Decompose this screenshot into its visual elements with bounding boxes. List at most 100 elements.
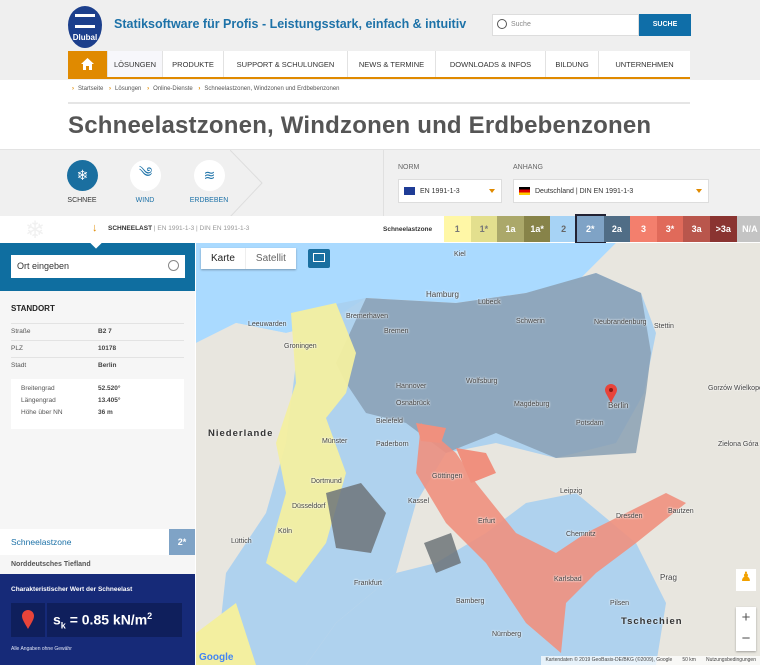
anhang-label: ANHANG <box>513 164 543 171</box>
zone-9[interactable]: 3a <box>683 216 710 242</box>
scale-bar[interactable]: 50 km <box>682 657 696 663</box>
field-value: Berlin <box>98 362 117 369</box>
nav-support[interactable]: SUPPORT & SCHULUNGEN <box>223 51 347 77</box>
terms-link[interactable]: Nutzungsbedingungen <box>705 657 756 663</box>
zone-result-label: Schneelastzone <box>11 537 72 547</box>
city-label: Neubrandenburg <box>594 319 647 326</box>
result-exponent: 2 <box>147 611 153 621</box>
zone-1-south <box>196 603 256 665</box>
city-label: Potsdam <box>576 420 604 427</box>
snow-load-result: Charakteristischer Wert der Schneelast s… <box>0 574 195 665</box>
norm-select[interactable]: EN 1991-1-3 <box>398 179 502 203</box>
country-label: Niederlande <box>208 428 274 439</box>
map-type-karte[interactable]: Karte <box>211 253 235 264</box>
city-label: Hamburg <box>426 290 459 299</box>
map[interactable]: Karte Satellit Kiel Lübeck Hamburg Schwerin… <box>196 243 760 665</box>
result-number: = 0.85 kN/m <box>69 611 148 628</box>
dlubal-logo[interactable]: Dlubal <box>68 6 102 48</box>
zone-5[interactable]: 2* <box>574 214 606 244</box>
coord-value: 52.520° <box>98 385 121 392</box>
zone-legend-label: Schneelastzone <box>383 226 433 233</box>
zone-2a-area <box>424 533 461 573</box>
field-stadt: Stadt Berlin <box>11 357 184 374</box>
nav-loesungen[interactable]: LÖSUNGEN <box>107 51 162 77</box>
search-input[interactable]: Suche <box>492 14 639 36</box>
coords-box: Breitengrad 52.520° Längengrad 13.405° Höh… <box>11 379 184 429</box>
chevron-down-icon <box>489 189 495 193</box>
country-label: Tschechien <box>621 616 683 627</box>
anhang-select[interactable]: Deutschland | DIN EN 1991-1-3 <box>513 179 709 203</box>
map-type-satellit[interactable]: Satellit <box>244 248 296 269</box>
field-strasse: Straße B2 7 <box>11 323 184 340</box>
zoom-in-button[interactable]: + <box>741 609 751 626</box>
location-marker-icon[interactable] <box>604 383 618 403</box>
zone-4[interactable]: 2 <box>550 216 577 242</box>
city-label: Hannover <box>396 383 427 390</box>
subbar-title: SCHNEELAST <box>108 225 153 232</box>
city-label: Bremen <box>384 328 409 335</box>
city-label: Dresden <box>616 513 643 520</box>
city-label: Berlin <box>608 401 629 410</box>
tab-schnee[interactable]: ❄ SCHNEE <box>52 160 112 204</box>
seismic-icon: ≋ <box>194 160 225 191</box>
map-canvas <box>196 243 760 665</box>
zone-legend: 1 1* 1a 1a* 2 2* 2a 3 3* 3a >3a N/A <box>444 214 760 244</box>
zone-3[interactable]: 1a* <box>523 216 551 242</box>
nav-home[interactable] <box>68 51 107 77</box>
field-value: B2 7 <box>98 328 112 335</box>
page-title: Schneelastzonen, Windzonen und Erdbebenz… <box>68 112 652 139</box>
city-label: Dortmund <box>311 478 342 485</box>
field-label: Stadt <box>11 362 27 369</box>
location-placeholder: Ort eingeben <box>17 261 70 271</box>
norm-value: EN 1991-1-3 <box>420 187 460 195</box>
zone-0[interactable]: 1 <box>444 216 471 242</box>
subbar-annex: DIN EN 1991-1-3 <box>199 225 250 232</box>
home-icon <box>81 58 94 70</box>
nav-news[interactable]: NEWS & TERMINE <box>347 51 435 77</box>
zone-2[interactable]: 1a <box>497 216 524 242</box>
city-label: Frankfurt <box>354 580 383 587</box>
city-label: Lübeck <box>478 299 501 306</box>
search-placeholder: Suche <box>511 21 531 28</box>
fullscreen-button[interactable] <box>308 249 330 268</box>
breadcrumb-loesungen[interactable]: Lösungen <box>115 86 142 92</box>
location-input[interactable]: Ort eingeben <box>11 255 185 278</box>
city-label: Bautzen <box>668 508 694 515</box>
coord-label: Längengrad <box>21 397 56 404</box>
tab-wind[interactable]: ༄ WIND <box>115 160 175 204</box>
breadcrumb: › Startseite › Lösungen › Online-Dienste › S… <box>72 86 340 92</box>
nav-unternehmen[interactable]: UNTERNEHMEN <box>598 51 690 77</box>
tab-label: SCHNEE <box>67 197 97 204</box>
result-subscript: k <box>60 620 66 631</box>
zone-3-harz <box>456 448 496 483</box>
anhang-value: Deutschland | DIN EN 1991-1-3 <box>535 187 634 195</box>
nav-bildung[interactable]: BILDUNG <box>545 51 598 77</box>
breadcrumb-online-dienste[interactable]: Online-Dienste <box>153 86 193 92</box>
city-label: Göttingen <box>432 473 463 480</box>
tab-erdbeben[interactable]: ≋ ERDBEBEN <box>179 160 239 204</box>
coord-height: Höhe über NN 36 m <box>21 409 194 420</box>
city-label: Leipzig <box>560 488 583 495</box>
coord-lon: Längengrad 13.405° <box>21 397 194 408</box>
breadcrumb-startseite[interactable]: Startseite <box>78 86 104 92</box>
divider <box>68 102 690 104</box>
zone-11[interactable]: N/A <box>736 216 760 242</box>
city-label: Köln <box>278 528 293 535</box>
zone-2-south <box>306 493 666 665</box>
german-flag-icon <box>519 187 530 195</box>
zone-8[interactable]: 3* <box>656 216 684 242</box>
nav-produkte[interactable]: PRODUKTE <box>162 51 223 77</box>
zone-6[interactable]: 2a <box>603 216 631 242</box>
zoom-out-button[interactable]: − <box>741 630 751 647</box>
zone-10[interactable]: >3a <box>709 216 737 242</box>
zoom-control: + − <box>736 607 756 651</box>
wind-icon: ༄ <box>130 160 161 191</box>
search-button[interactable]: SUCHE <box>639 14 691 36</box>
nav-downloads[interactable]: DOWNLOADS & INFOS <box>435 51 545 77</box>
selection-bar: ❄ SCHNEE ༄ WIND ≋ ERDBEBEN NORM EN 1991-… <box>0 149 760 217</box>
pegman-icon[interactable]: ♟ <box>736 569 756 591</box>
zone-7[interactable]: 3 <box>630 216 657 242</box>
search-icon[interactable] <box>168 260 179 271</box>
zone-1[interactable]: 1* <box>470 216 498 242</box>
city-label: Schwerin <box>516 318 545 325</box>
